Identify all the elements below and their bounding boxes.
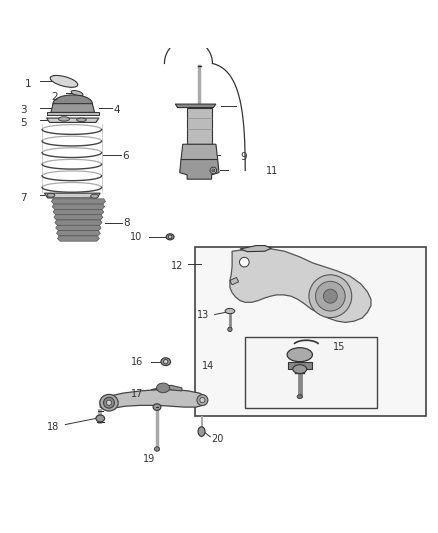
Text: 5: 5 [20, 118, 27, 128]
Polygon shape [46, 118, 99, 123]
Polygon shape [100, 390, 207, 410]
Text: 14: 14 [201, 361, 214, 371]
Polygon shape [195, 247, 426, 416]
Ellipse shape [287, 348, 312, 362]
Polygon shape [46, 112, 99, 115]
Ellipse shape [53, 95, 92, 112]
Ellipse shape [156, 383, 170, 393]
Text: 4: 4 [113, 105, 120, 115]
Text: 12: 12 [171, 261, 184, 271]
Ellipse shape [103, 397, 114, 408]
Ellipse shape [106, 400, 112, 405]
Text: 18: 18 [46, 422, 59, 432]
Polygon shape [240, 246, 272, 252]
Ellipse shape [77, 118, 86, 122]
Polygon shape [288, 362, 312, 369]
Text: 13: 13 [197, 310, 209, 319]
Polygon shape [51, 103, 95, 112]
Ellipse shape [100, 394, 118, 411]
Polygon shape [57, 231, 100, 236]
Polygon shape [56, 225, 101, 231]
Text: 16: 16 [131, 357, 143, 367]
Ellipse shape [153, 404, 161, 410]
Ellipse shape [297, 394, 302, 399]
Ellipse shape [225, 309, 235, 313]
Ellipse shape [163, 359, 168, 364]
Text: 11: 11 [266, 166, 279, 176]
Text: 9: 9 [241, 152, 247, 163]
Ellipse shape [161, 358, 170, 366]
Text: 2: 2 [51, 92, 57, 102]
Ellipse shape [212, 169, 215, 172]
Polygon shape [52, 204, 105, 209]
Polygon shape [187, 108, 212, 144]
Polygon shape [44, 193, 100, 198]
Polygon shape [151, 385, 182, 391]
Polygon shape [181, 144, 218, 159]
Ellipse shape [200, 398, 205, 403]
Ellipse shape [154, 447, 159, 451]
Text: 7: 7 [20, 192, 27, 203]
Ellipse shape [47, 193, 55, 197]
Ellipse shape [71, 91, 83, 96]
Text: 6: 6 [122, 151, 129, 161]
Text: 1: 1 [25, 79, 32, 89]
Polygon shape [53, 209, 104, 215]
Text: 3: 3 [20, 105, 27, 115]
Ellipse shape [309, 275, 352, 318]
Ellipse shape [168, 235, 172, 239]
Ellipse shape [198, 427, 205, 437]
Ellipse shape [240, 257, 249, 267]
Ellipse shape [293, 365, 307, 374]
Polygon shape [230, 248, 371, 322]
Polygon shape [175, 104, 216, 108]
Ellipse shape [210, 167, 217, 174]
Ellipse shape [166, 234, 174, 240]
Ellipse shape [228, 327, 232, 332]
Polygon shape [51, 199, 106, 204]
Text: 17: 17 [131, 389, 143, 399]
Text: 10: 10 [130, 232, 142, 242]
Polygon shape [245, 337, 377, 408]
Ellipse shape [96, 415, 105, 422]
Polygon shape [55, 220, 102, 225]
Text: 8: 8 [123, 218, 130, 228]
Ellipse shape [323, 289, 337, 303]
Ellipse shape [59, 117, 70, 121]
Ellipse shape [50, 76, 78, 87]
Text: 19: 19 [143, 454, 155, 464]
Ellipse shape [91, 194, 99, 198]
Polygon shape [57, 236, 99, 241]
Ellipse shape [197, 394, 208, 406]
Polygon shape [54, 215, 103, 220]
Text: 20: 20 [211, 434, 223, 444]
Ellipse shape [315, 281, 345, 311]
Polygon shape [230, 277, 239, 285]
Polygon shape [180, 159, 219, 179]
Text: 15: 15 [333, 342, 346, 352]
